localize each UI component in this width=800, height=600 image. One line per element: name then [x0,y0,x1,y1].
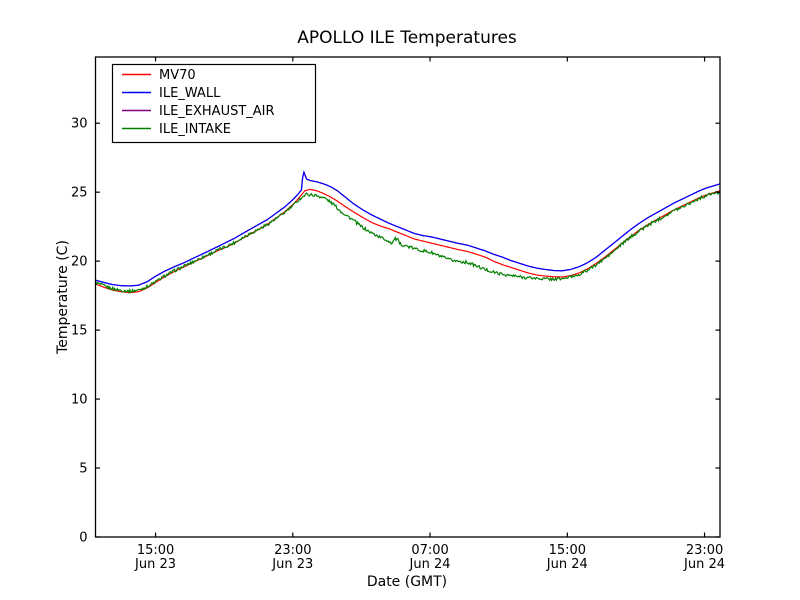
y-tick-label: 15 [71,324,88,339]
legend-label-ile_wall: ILE_WALL [159,86,221,101]
legend-label-ile_exhaust_air: ILE_EXHAUST_AIR [159,104,275,119]
y-tick-label: 5 [79,462,87,477]
plot-frame [94,56,721,538]
legend: MV70 ILE_WALL ILE_EXHAUST_AIR ILE_INTAKE [111,63,317,144]
series-layer [94,170,721,295]
x-tick-label-date: Jun 23 [134,557,176,572]
x-tick-label-date: Jun 24 [409,557,451,572]
x-tick-label-time: 15:00 [549,543,586,558]
y-tick-label: 20 [71,255,88,270]
series-line-mv70 [95,188,721,294]
x-tick-label-time: 23:00 [686,543,723,558]
legend-box [111,63,317,144]
x-tick-label-date: Jun 24 [546,557,588,572]
y-axis-label: Temperature (C) [55,240,71,355]
x-tick-label-time: 23:00 [274,543,311,558]
legend-label-mv70: MV70 [159,68,196,83]
legend-label-ile_intake: ILE_INTAKE [159,122,231,137]
chart-title: APOLLO ILE Temperatures [297,28,517,48]
x-tick-label-date: Jun 24 [683,557,725,572]
x-tick-label-time: 07:00 [411,543,448,558]
series-line-ile_exhaust_air [95,170,721,287]
y-tick-label: 0 [79,531,87,546]
y-tick-label: 30 [71,117,88,132]
x-axis-label: Date (GMT) [367,574,447,590]
y-tick-label: 25 [71,186,88,201]
series-line-ile_intake [94,190,721,295]
series-line-ile_wall [95,170,721,287]
x-tick-label-date: Jun 23 [271,557,313,572]
x-tick-label-time: 15:00 [137,543,174,558]
y-tick-label: 10 [71,393,88,408]
